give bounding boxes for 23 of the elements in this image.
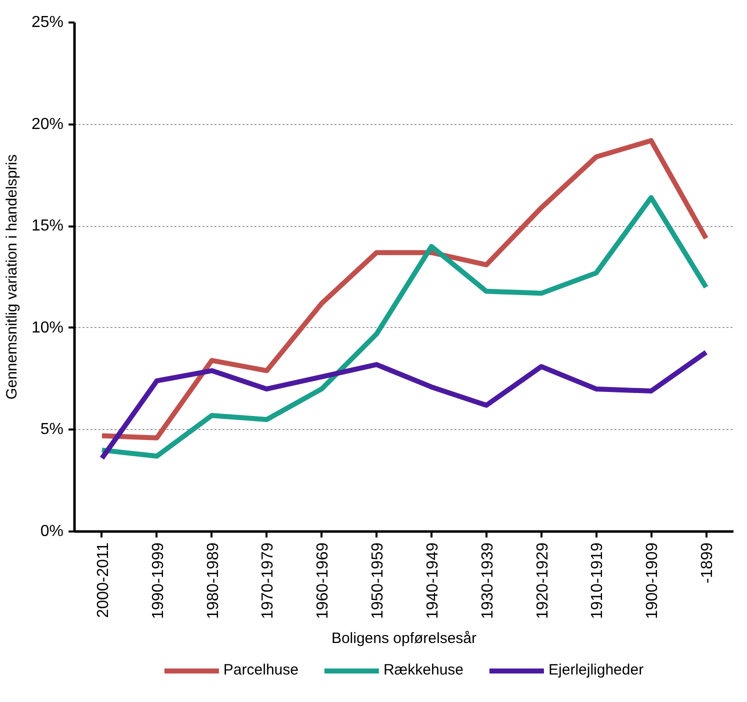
y-axis-title: Gennemsnitlig variation i handelspris [3,154,20,400]
x-tick-label: 1980-1989 [204,542,222,620]
y-tick-label: 15% [31,218,64,235]
x-tick-label: 2000-2011 [94,542,112,618]
y-tick-label: 0% [40,523,64,540]
y-tick-label: 10% [31,319,64,336]
x-tick-label: 1990-1999 [150,542,167,620]
x-tick-label: 1940-1949 [424,542,442,620]
x-tick-label: 1950-1959 [370,542,387,620]
legend-label: Rækkehuse [383,662,464,678]
y-tick-label: 5% [40,421,64,438]
x-tick-label: 1930-1939 [479,542,496,620]
x-tick-label: 1960-1969 [314,542,332,620]
x-tick-label: 1910-1919 [589,542,606,620]
y-tick-label: 25% [31,14,64,31]
x-tick-label: 1900-1909 [644,542,662,620]
x-tick-label: -1899 [699,542,716,584]
x-tick-label: 1920-1929 [534,542,552,620]
x-axis-title: Boligens opførelsesår [331,630,477,648]
y-tick-label: 20% [31,116,64,133]
x-tick-label: 1970-1979 [260,542,277,620]
legend-label: Ejerlejligheder [548,662,644,678]
legend-label: Parcelhuse [223,662,298,678]
